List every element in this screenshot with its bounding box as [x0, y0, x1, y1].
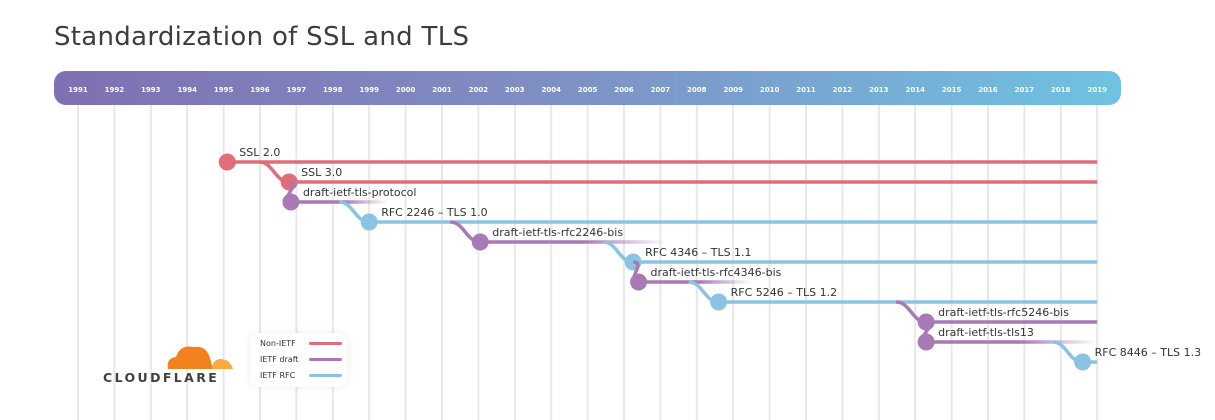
legend-label: IETF draft [260, 355, 299, 364]
legend-item-non-ietf: Non-IETF [260, 339, 342, 348]
year-tick-label: 1991 [68, 86, 88, 94]
event-dot [471, 233, 489, 251]
legend-swatch [309, 374, 342, 377]
year-tick-label: 2003 [505, 86, 525, 94]
year-tick-label: 2013 [869, 86, 889, 94]
event-dot [282, 193, 300, 211]
event-dot [917, 333, 935, 351]
year-tick-label: 2005 [578, 86, 598, 94]
event-label: draft-ietf-tls-rfc5246-bis [938, 306, 1069, 319]
year-tick-label: 2007 [651, 86, 671, 94]
event-label: RFC 8446 – TLS 1.3 [1095, 346, 1201, 359]
year-tick-label: 1993 [141, 86, 161, 94]
year-tick-label: 1997 [287, 86, 307, 94]
legend: Non-IETF IETF draft IETF RFC [250, 333, 347, 387]
event-dot [218, 153, 236, 171]
event-dot [710, 293, 728, 311]
year-tick-label: 2006 [614, 86, 634, 94]
legend-swatch [309, 342, 342, 345]
year-tick-label: 2001 [432, 86, 452, 94]
legend-label: Non-IETF [260, 339, 296, 348]
event-label: SSL 3.0 [301, 166, 342, 179]
event-label: draft-ietf-tls-protocol [303, 186, 417, 199]
year-tick-label: 2009 [723, 86, 743, 94]
page-title: Standardization of SSL and TLS [54, 22, 470, 52]
year-tick-label: 2015 [942, 86, 962, 94]
event-label: draft-ietf-tls-tls13 [938, 326, 1034, 339]
year-tick-label: 1996 [250, 86, 270, 94]
year-tick-label: 1999 [359, 86, 379, 94]
cloudflare-logo-icon [167, 346, 233, 369]
event-dot [630, 273, 648, 291]
year-tick-label: 2019 [1087, 86, 1107, 94]
year-tick-label: 2004 [541, 86, 561, 94]
year-axis-bar [54, 71, 1121, 105]
legend-item-ietf-draft: IETF draft [260, 355, 342, 364]
year-tick-label: 2008 [687, 86, 707, 94]
event-label: draft-ietf-tls-rfc2246-bis [492, 226, 623, 239]
event-label: RFC 5246 – TLS 1.2 [731, 286, 837, 299]
year-tick-label: 2011 [796, 86, 816, 94]
year-tick-label: 2016 [978, 86, 998, 94]
year-tick-label: 2000 [396, 86, 416, 94]
year-tick-label: 1998 [323, 86, 343, 94]
year-tick-label: 2012 [833, 86, 853, 94]
event-label: draft-ietf-tls-rfc4346-bis [651, 266, 782, 279]
year-tick-label: 2017 [1015, 86, 1035, 94]
legend-item-ietf-rfc: IETF RFC [260, 371, 342, 380]
event-label: SSL 2.0 [239, 146, 280, 159]
event-dot [360, 213, 378, 231]
year-tick-label: 2014 [905, 86, 925, 94]
legend-swatch [309, 358, 342, 361]
year-tick-label: 2002 [469, 86, 489, 94]
year-tick-label: 2010 [760, 86, 780, 94]
year-tick-label: 1994 [177, 86, 197, 94]
event-label: RFC 2246 – TLS 1.0 [381, 206, 487, 219]
event-dot [1074, 353, 1092, 371]
cloudflare-logo-text: CLOUDFLARE [103, 370, 220, 385]
event-label: RFC 4346 – TLS 1.1 [645, 246, 751, 259]
year-tick-label: 1995 [214, 86, 234, 94]
legend-label: IETF RFC [260, 371, 296, 380]
year-tick-label: 1992 [105, 86, 125, 94]
year-tick-label: 2018 [1051, 86, 1071, 94]
